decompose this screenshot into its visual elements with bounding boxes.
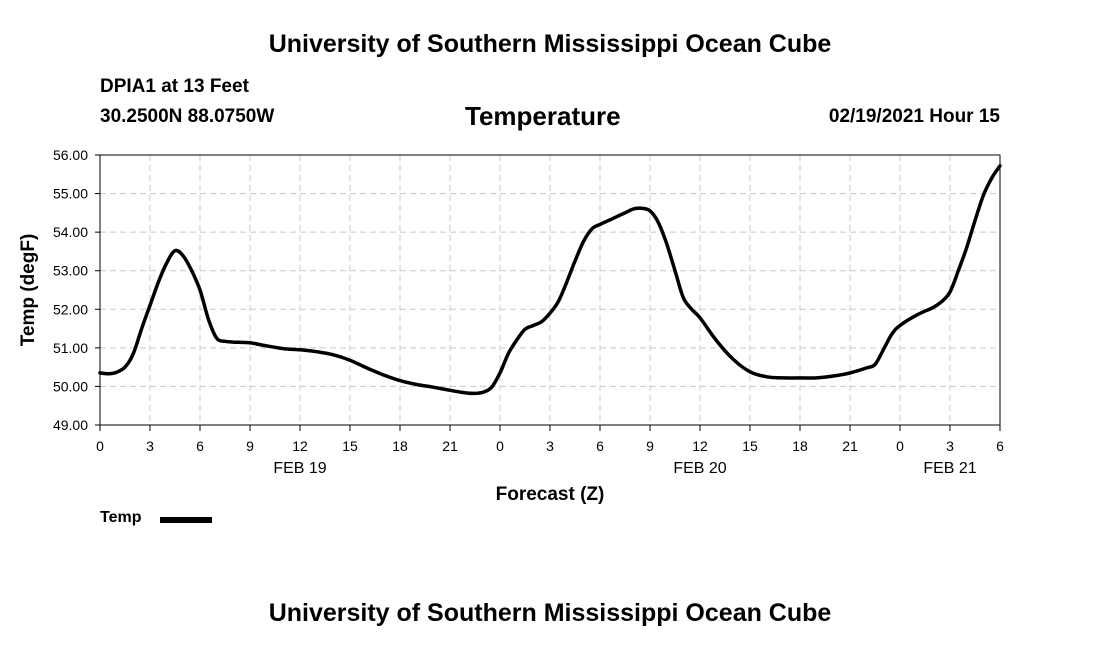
y-tick-label: 50.00 <box>53 378 88 394</box>
x-tick-label: 3 <box>546 438 554 454</box>
x-tick-label: 3 <box>946 438 954 454</box>
date-label: FEB 19 <box>273 460 326 477</box>
date-label: FEB 20 <box>673 460 726 477</box>
x-tick-label: 0 <box>896 438 904 454</box>
x-tick-label: 18 <box>392 438 408 454</box>
header-title: University of Southern Mississippi Ocean… <box>268 30 832 58</box>
legend-swatch <box>160 517 212 523</box>
chart-title: Temperature <box>465 101 621 131</box>
date-label: FEB 21 <box>923 460 976 477</box>
grid-layer <box>100 155 1000 425</box>
x-tick-label: 15 <box>742 438 758 454</box>
y-tick-label: 56.00 <box>53 147 88 163</box>
x-axis-ticks: 0 3 6 9 12 15 18 21 0 3 6 9 12 15 18 21 0 3 6 FEB 19 FEB 20 F… <box>96 425 1004 477</box>
footer-title: University of Southern Mississippi Ocean… <box>268 599 832 627</box>
coordinates-label: 30.2500N 88.0750W <box>100 106 275 127</box>
x-tick-label: 21 <box>842 438 858 454</box>
plot-frame <box>99 154 1001 426</box>
y-axis-title: Temp (degF) <box>18 234 39 347</box>
x-tick-label: 12 <box>292 438 308 454</box>
station-label: DPIA1 at 13 Feet <box>100 76 249 97</box>
y-tick-label: 53.00 <box>53 263 88 279</box>
y-tick-label: 51.00 <box>53 340 88 356</box>
y-tick-label: 52.00 <box>53 301 88 317</box>
x-tick-label: 0 <box>96 438 104 454</box>
x-axis-title: Forecast (Z) <box>496 484 605 505</box>
x-tick-label: 6 <box>596 438 604 454</box>
legend-label: Temp <box>100 509 142 526</box>
x-tick-label: 6 <box>996 438 1004 454</box>
y-tick-label: 55.00 <box>53 186 88 202</box>
x-tick-label: 6 <box>196 438 204 454</box>
y-tick-label: 54.00 <box>53 224 88 240</box>
y-tick-label: 49.00 <box>53 417 88 433</box>
x-tick-label: 0 <box>496 438 504 454</box>
x-tick-label: 3 <box>146 438 154 454</box>
forecast-datetime: 02/19/2021 Hour 15 <box>828 106 1000 127</box>
x-tick-label: 9 <box>646 438 654 454</box>
x-tick-label: 15 <box>342 438 358 454</box>
x-tick-label: 12 <box>692 438 708 454</box>
series-line-temp <box>98 164 1002 396</box>
x-tick-label: 18 <box>792 438 808 454</box>
x-tick-label: 9 <box>246 438 254 454</box>
y-axis-ticks: 49.00 50.00 51.00 52.00 53.00 54.00 55.00 56.00 <box>53 147 100 433</box>
x-tick-label: 21 <box>442 438 458 454</box>
